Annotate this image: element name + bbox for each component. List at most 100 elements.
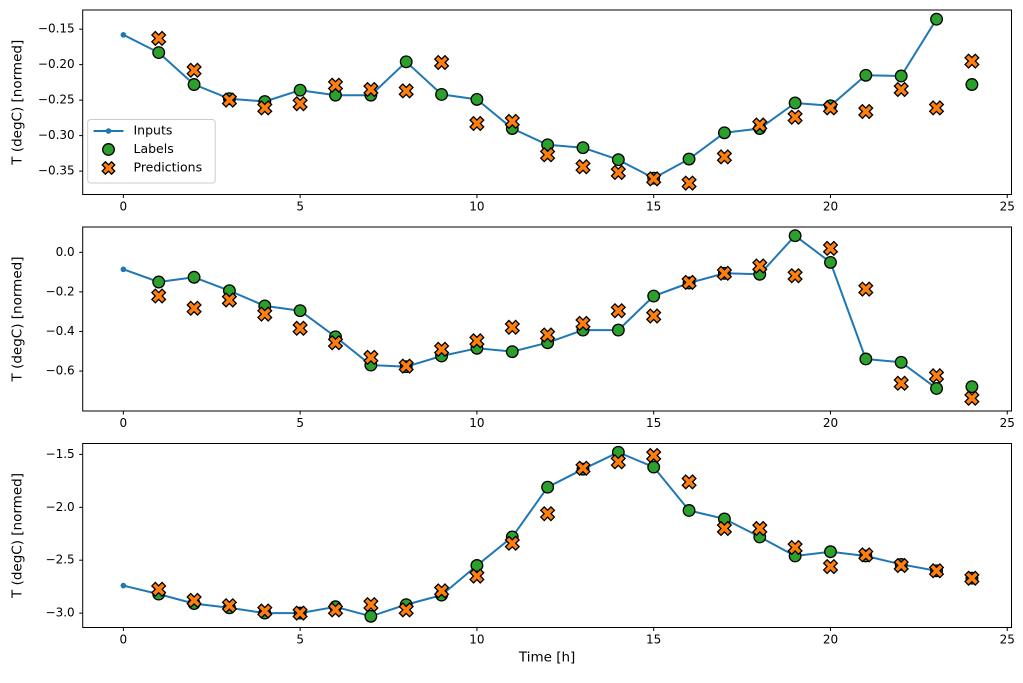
label-circle-marker bbox=[470, 92, 484, 106]
prediction-x-marker bbox=[469, 115, 485, 132]
x-tick-label: 0 bbox=[120, 633, 128, 647]
prediction-x-marker bbox=[257, 306, 273, 322]
legend-predictions-x-swatch bbox=[101, 160, 116, 176]
prediction-x-marker bbox=[150, 288, 167, 304]
label-circle-marker bbox=[152, 275, 166, 289]
label-circle-marker bbox=[611, 323, 625, 337]
subplot-1-y-axis: −0.15 −0.20 −0.25 −0.30 −0.35 bbox=[38, 22, 83, 178]
subplot-2-x-axis: 0 5 10 15 20 25 bbox=[120, 411, 1015, 430]
label-circle-marker bbox=[894, 355, 908, 369]
label-circle-marker bbox=[859, 68, 873, 82]
subplot-1-predictions-markers bbox=[150, 30, 980, 191]
x-tick-label: 0 bbox=[120, 416, 128, 430]
x-tick-label: 15 bbox=[646, 416, 661, 430]
prediction-x-marker bbox=[893, 557, 909, 574]
prediction-x-marker bbox=[539, 505, 556, 522]
prediction-x-marker bbox=[610, 164, 627, 181]
label-circle-marker bbox=[399, 55, 413, 69]
label-circle-marker bbox=[364, 609, 378, 623]
input-dot-marker bbox=[120, 582, 127, 589]
subplot-1-x-axis: 0 5 10 15 20 25 bbox=[120, 194, 1015, 214]
prediction-x-marker bbox=[292, 605, 308, 621]
label-circle-marker bbox=[682, 152, 696, 166]
prediction-x-marker bbox=[469, 568, 485, 584]
legend-labels-circle-swatch bbox=[102, 143, 115, 156]
prediction-x-marker bbox=[221, 597, 238, 614]
prediction-x-marker bbox=[257, 603, 273, 619]
x-tick-label: 25 bbox=[1000, 200, 1015, 214]
prediction-x-marker bbox=[433, 583, 450, 599]
prediction-x-marker bbox=[858, 281, 874, 297]
prediction-x-marker bbox=[363, 349, 379, 366]
subplot-2-predictions-markers bbox=[150, 240, 980, 407]
y-tick-label: 0.0 bbox=[56, 245, 75, 259]
label-circle-marker bbox=[505, 345, 519, 359]
prediction-x-marker bbox=[433, 341, 450, 358]
prediction-x-marker bbox=[822, 100, 839, 116]
prediction-x-marker bbox=[398, 358, 414, 374]
legend-inputs-dot-swatch bbox=[105, 128, 112, 134]
x-tick-label: 5 bbox=[296, 200, 304, 214]
label-circle-marker bbox=[187, 78, 201, 91]
prediction-x-marker bbox=[964, 53, 980, 69]
prediction-x-marker bbox=[469, 333, 485, 349]
prediction-x-marker bbox=[327, 334, 344, 351]
prediction-x-marker bbox=[363, 81, 379, 98]
x-tick-label: 10 bbox=[469, 200, 484, 214]
x-tick-label: 5 bbox=[296, 416, 304, 430]
prediction-x-marker bbox=[575, 460, 591, 476]
prediction-x-marker bbox=[539, 327, 556, 343]
prediction-x-marker bbox=[221, 92, 238, 108]
legend-box bbox=[87, 119, 216, 184]
legend-item-predictions: Predictions bbox=[101, 160, 203, 176]
label-circle-marker bbox=[859, 352, 873, 366]
prediction-x-marker bbox=[858, 547, 874, 563]
y-tick-label: −2.5 bbox=[46, 553, 75, 567]
y-tick-label: −1.5 bbox=[46, 447, 75, 461]
y-tick-label: −3.0 bbox=[46, 606, 75, 620]
prediction-x-marker bbox=[893, 375, 909, 392]
prediction-x-marker bbox=[186, 592, 202, 609]
prediction-x-marker bbox=[504, 535, 521, 552]
x-tick-label: 25 bbox=[1000, 416, 1015, 430]
prediction-x-marker bbox=[327, 602, 344, 618]
label-circle-marker bbox=[541, 480, 555, 494]
subplot-3: 0 5 10 15 20 25 −1.5 −2.0 −2.5 −3.0 T (degC) [norm… bbox=[10, 443, 1015, 666]
prediction-x-marker bbox=[504, 319, 521, 336]
label-circle-marker bbox=[930, 12, 943, 26]
label-circle-marker bbox=[824, 255, 837, 269]
x-tick-label: 0 bbox=[120, 200, 128, 214]
label-circle-marker bbox=[576, 141, 590, 155]
prediction-x-marker bbox=[822, 240, 839, 257]
x-tick-label: 20 bbox=[823, 416, 838, 430]
prediction-x-marker bbox=[893, 81, 909, 98]
label-circle-marker bbox=[293, 83, 307, 97]
label-circle-marker bbox=[647, 289, 661, 303]
y-tick-label: −0.35 bbox=[38, 164, 75, 178]
subplot-2-y-axis: 0.0 −0.2 −0.4 −0.6 bbox=[46, 245, 83, 378]
x-tick-label: 15 bbox=[646, 633, 661, 647]
prediction-x-marker bbox=[681, 175, 697, 191]
prediction-x-marker bbox=[292, 95, 308, 112]
prediction-x-marker bbox=[787, 267, 803, 284]
prediction-x-marker bbox=[964, 390, 980, 407]
y-tick-label: −0.6 bbox=[46, 364, 75, 378]
subplot-2-ylabel: T (degC) [normed] bbox=[10, 257, 26, 383]
subplot-3-axes-box bbox=[82, 443, 1012, 628]
legend: Inputs Labels Predictions bbox=[87, 119, 216, 184]
label-circle-marker bbox=[187, 270, 201, 284]
prediction-x-marker bbox=[610, 302, 627, 319]
legend-item-label: Labels bbox=[134, 141, 174, 156]
prediction-x-marker bbox=[928, 100, 945, 116]
y-tick-label: −0.2 bbox=[46, 284, 75, 298]
prediction-x-marker bbox=[504, 113, 521, 130]
y-tick-label: −0.25 bbox=[38, 93, 75, 107]
legend-item-label: Predictions bbox=[134, 160, 203, 175]
label-circle-marker bbox=[894, 69, 908, 83]
prediction-x-marker bbox=[752, 520, 768, 537]
prediction-x-marker bbox=[964, 570, 980, 586]
subplot-2-axes-box bbox=[82, 226, 1012, 412]
label-circle-marker bbox=[965, 78, 979, 91]
